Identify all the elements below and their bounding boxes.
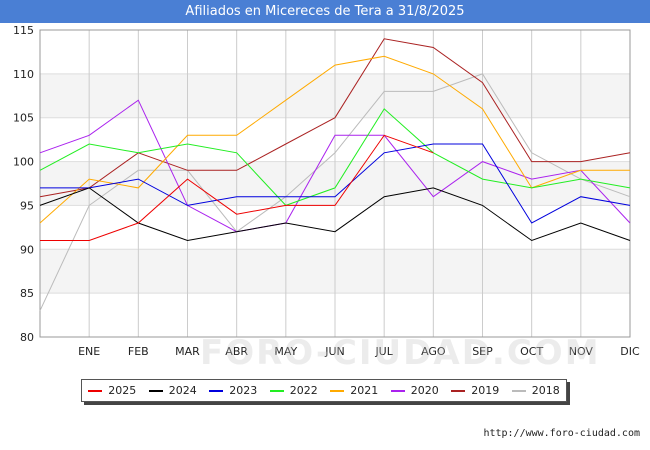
legend-label: 2022 — [289, 384, 318, 397]
series-line-2025 — [40, 134, 434, 241]
x-tick-label: MAY — [274, 345, 297, 358]
plot-frame — [39, 29, 631, 338]
y-tick-label: 100 — [13, 156, 34, 169]
series-line-2020 — [39, 99, 631, 233]
legend-label: 2024 — [168, 384, 197, 397]
legend-item-2018: 2018 — [511, 384, 560, 397]
legend-item-2020: 2020 — [390, 384, 439, 397]
x-tick-label: MAR — [175, 345, 200, 358]
watermark: FORO-CIUDAD.COM — [200, 333, 601, 373]
legend-item-2019: 2019 — [451, 384, 499, 397]
x-tick-label: JUL — [374, 345, 393, 358]
legend-swatch — [269, 389, 284, 392]
chart-title-bar: Afiliados en Micereces de Tera a 31/8/20… — [0, 0, 650, 23]
series-line-2023 — [40, 143, 631, 224]
series-line-2022 — [39, 108, 631, 206]
legend-label: 2023 — [229, 384, 258, 397]
legend-item-2025: 2025 — [88, 384, 136, 397]
legend-label: 2019 — [471, 384, 500, 397]
y-tick-label: 90 — [20, 243, 34, 256]
legend-swatch — [511, 389, 526, 392]
x-tick-label: SEP — [472, 345, 493, 358]
legend-swatch — [88, 389, 103, 392]
legend-swatch — [148, 389, 163, 392]
legend-item-2024: 2024 — [148, 384, 197, 397]
legend-label: 2021 — [350, 384, 379, 397]
x-tick-label: NOV — [569, 345, 594, 358]
x-tick-label: AGO — [421, 345, 446, 358]
x-tick-label: FEB — [128, 345, 149, 358]
y-tick-label: 85 — [20, 287, 34, 300]
legend-label: 2018 — [531, 384, 560, 397]
legend-swatch — [209, 389, 224, 392]
y-tick-label: 115 — [13, 24, 34, 37]
x-tick-label: OCT — [520, 345, 543, 358]
y-tick-label: 80 — [20, 331, 34, 344]
source-credit: http://www.foro-ciudad.com — [483, 428, 640, 439]
y-tick-label: 110 — [13, 68, 34, 81]
legend-swatch — [330, 389, 345, 392]
legend-item-2022: 2022 — [269, 384, 318, 397]
legend-swatch — [451, 389, 466, 392]
y-tick-label: 105 — [13, 112, 34, 125]
legend-item-2023: 2023 — [209, 384, 257, 397]
legend-label: 2025 — [108, 384, 137, 397]
chart-legend: 2025 2024 2023 2022 2021 2020 2019 2018 — [81, 379, 567, 402]
y-tick-label: 95 — [20, 199, 34, 212]
x-tick-label: DIC — [620, 345, 640, 358]
x-tick-label: JUN — [324, 345, 345, 358]
series-line-2018 — [39, 73, 631, 311]
legend-label: 2020 — [410, 384, 439, 397]
legend-swatch — [390, 389, 405, 392]
x-tick-label: ABR — [225, 345, 248, 358]
chart-title: Afiliados en Micereces de Tera a 31/8/20… — [185, 4, 465, 19]
x-tick-label: ENE — [78, 345, 100, 358]
legend-item-2021: 2021 — [330, 384, 378, 397]
line-chart: 80 85 90 95 100 105 110 115 ENE FEB MAR ABR MAY JUN JU… — [13, 24, 640, 358]
